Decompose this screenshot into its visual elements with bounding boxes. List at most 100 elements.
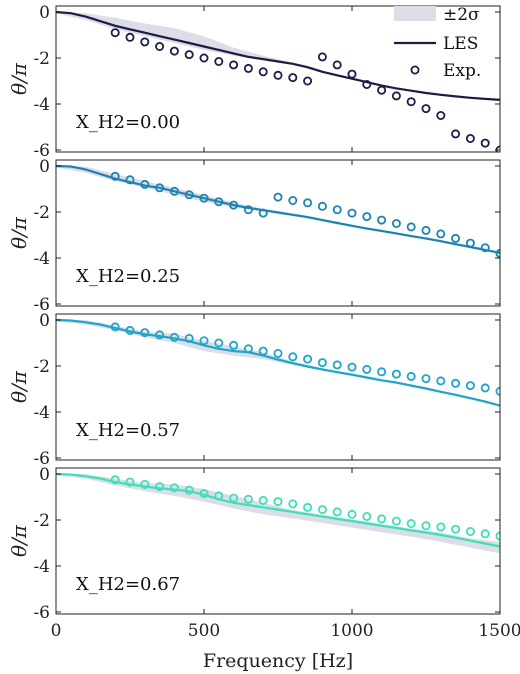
exp-point — [436, 522, 446, 532]
exp-point — [155, 330, 165, 340]
exp-point — [421, 225, 431, 235]
exp-point — [391, 369, 401, 379]
y-tick-label: -6 — [33, 603, 50, 623]
x-tick-label: 500 — [188, 621, 220, 641]
exp-point — [140, 179, 150, 189]
y-tick-label: 0 — [39, 465, 50, 485]
exp-point — [406, 97, 416, 107]
exp-point — [125, 175, 135, 185]
exp-point — [480, 383, 490, 393]
x-tick-label: 0 — [51, 621, 62, 641]
exp-point — [214, 57, 224, 67]
legend-entry: ±2σ — [443, 5, 480, 25]
panel-frame — [55, 313, 501, 461]
exp-point — [214, 491, 224, 501]
exp-point — [110, 475, 120, 485]
exp-point — [480, 138, 490, 148]
exp-point — [199, 193, 209, 203]
exp-point — [406, 222, 416, 232]
exp-point — [436, 376, 446, 386]
exp-point — [332, 205, 342, 215]
exp-point — [406, 371, 416, 381]
legend-entry: LES — [443, 34, 478, 54]
exp-point — [258, 208, 268, 218]
y-tick-label: -6 — [33, 449, 50, 469]
exp-point — [421, 104, 431, 114]
panels-layer: 0 -2 -4 -6 θ/π X_H2=0.00 ±2σ LES Exp. 0 -2 -4 -6 θ/π X… — [7, 3, 520, 641]
exp-point — [377, 367, 387, 377]
exp-point — [288, 73, 298, 83]
exp-point — [199, 53, 209, 63]
panel-frame — [55, 5, 501, 153]
y-axis-label: θ/π — [7, 524, 31, 557]
exp-point — [347, 69, 357, 79]
exp-point — [317, 358, 327, 368]
exp-point — [229, 340, 239, 350]
exp-point — [243, 494, 253, 504]
legend-band-swatch — [394, 6, 436, 21]
exp-point — [421, 374, 431, 384]
y-tick-label: -6 — [33, 141, 50, 161]
exp-point — [243, 205, 253, 215]
exp-point — [480, 529, 490, 539]
uncertainty-band — [56, 320, 500, 407]
exp-point — [303, 354, 313, 364]
exp-point — [288, 352, 298, 362]
y-tick-label: -4 — [33, 403, 50, 423]
y-tick-label: -4 — [33, 249, 50, 269]
exp-point — [317, 201, 327, 211]
exp-point — [465, 133, 475, 143]
exp-point — [184, 50, 194, 60]
exp-point — [288, 499, 298, 509]
exp-point — [406, 519, 416, 529]
exp-point — [362, 512, 372, 522]
legend-entry: Exp. — [443, 61, 481, 81]
exp-point — [125, 325, 135, 335]
exp-point — [243, 63, 253, 73]
uncertainty-band — [56, 474, 500, 554]
exp-point — [169, 483, 179, 493]
exp-point — [169, 46, 179, 56]
exp-point — [258, 67, 268, 77]
exp-point — [155, 42, 165, 52]
y-axis-label: θ/π — [7, 216, 31, 249]
y-tick-label: -6 — [33, 295, 50, 315]
exp-point — [229, 493, 239, 503]
panel-annotation: X_H2=0.67 — [76, 574, 180, 595]
exp-point — [273, 70, 283, 80]
les-line — [56, 318, 500, 407]
panel-frame — [55, 159, 501, 307]
exp-point — [303, 76, 313, 86]
plot-area — [56, 10, 500, 152]
exp-point — [110, 171, 120, 181]
y-axis-label: θ/π — [7, 62, 31, 95]
y-tick-label: -2 — [33, 511, 50, 531]
exp-point — [421, 521, 431, 531]
exp-point — [451, 129, 461, 139]
plot-area — [56, 318, 500, 407]
exp-point — [436, 111, 446, 121]
panel-annotation: X_H2=0.00 — [76, 112, 180, 133]
exp-point — [184, 485, 194, 495]
exp-point — [155, 482, 165, 492]
plot-area — [56, 164, 500, 258]
exp-point — [243, 344, 253, 354]
y-tick-label: -2 — [33, 357, 50, 377]
exp-point — [391, 516, 401, 526]
y-tick-label: -4 — [33, 557, 50, 577]
exp-point — [451, 378, 461, 388]
exp-point — [465, 527, 475, 537]
exp-point — [140, 37, 150, 47]
exp-point — [199, 336, 209, 346]
exp-point — [155, 183, 165, 193]
uncertainty-band — [56, 12, 500, 101]
exp-point — [125, 477, 135, 487]
panel-1: 0 -2 -4 -6 θ/π X_H2=0.00 ±2σ LES Exp. — [7, 3, 501, 161]
exp-point — [377, 514, 387, 524]
x-axis-label: Frequency [Hz] — [203, 650, 353, 672]
panel-frame — [55, 467, 501, 615]
exp-point — [317, 52, 327, 62]
les-line — [56, 472, 500, 548]
les-line — [56, 164, 500, 254]
